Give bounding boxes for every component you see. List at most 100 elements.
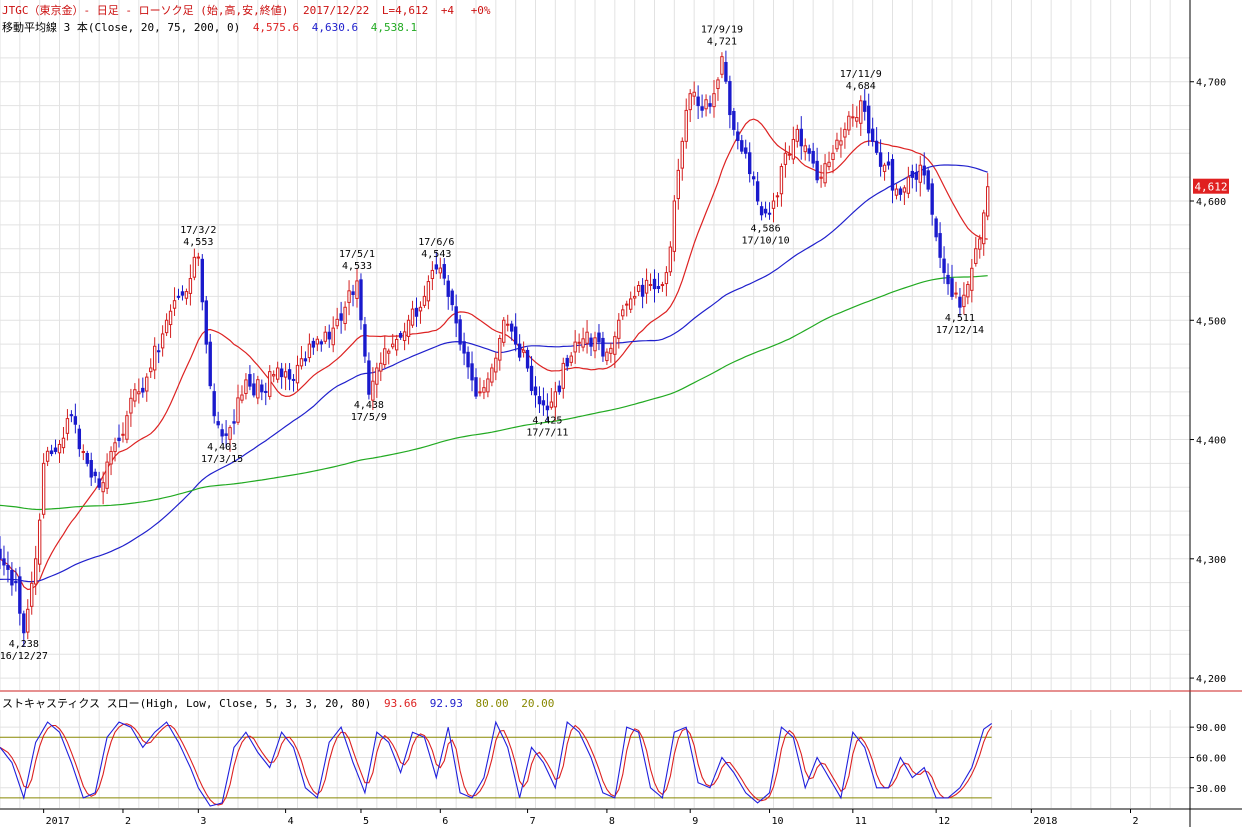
candle xyxy=(557,380,561,395)
candle xyxy=(359,273,363,330)
candle-body xyxy=(53,447,58,452)
candle xyxy=(744,139,748,159)
candle-body xyxy=(676,169,680,200)
candle xyxy=(779,163,784,207)
candle-body xyxy=(470,363,474,381)
price-annotation: 17/3/24,553 xyxy=(180,225,216,248)
candle xyxy=(414,297,419,327)
candle xyxy=(248,365,252,391)
candle xyxy=(494,352,498,381)
candle-body xyxy=(819,176,823,179)
ma20-line xyxy=(0,118,988,591)
price-annotation: 17/6/64,543 xyxy=(418,237,454,260)
candle xyxy=(878,139,883,177)
candle xyxy=(232,409,236,435)
candle xyxy=(656,273,661,294)
candle xyxy=(125,410,129,444)
candle xyxy=(986,173,990,221)
candle-body xyxy=(732,111,736,130)
annotation-text: 17/5/9 xyxy=(351,412,387,423)
candle-body xyxy=(355,280,359,299)
candle xyxy=(14,568,18,592)
candle xyxy=(815,147,819,184)
annotation-text: 4,511 xyxy=(945,313,975,324)
candle-body xyxy=(105,461,109,489)
candle-body xyxy=(529,365,534,391)
candle-body xyxy=(418,306,423,312)
candle-body xyxy=(299,358,304,367)
candle-body xyxy=(878,152,883,167)
candle-body xyxy=(220,429,224,437)
candle xyxy=(466,346,470,379)
candle-body xyxy=(394,338,399,351)
candle xyxy=(196,252,201,266)
candle xyxy=(220,423,224,444)
candle-body xyxy=(803,145,807,153)
candle xyxy=(970,258,974,303)
candle-body xyxy=(517,343,522,358)
annotation-text: 4,543 xyxy=(421,249,451,260)
candle-body xyxy=(192,256,197,278)
candle xyxy=(486,372,490,398)
x-tick-label: 2 xyxy=(125,816,131,827)
candle-body xyxy=(910,170,915,178)
candle xyxy=(355,269,359,308)
candle xyxy=(490,363,494,387)
candle xyxy=(819,164,823,188)
candle-body xyxy=(22,613,26,634)
candle-body xyxy=(557,385,561,393)
candle-body xyxy=(966,283,970,298)
candle-body xyxy=(391,343,395,348)
candle xyxy=(145,373,149,402)
candle-body xyxy=(410,308,415,326)
candle xyxy=(347,280,351,316)
candle-body xyxy=(359,279,363,321)
candle xyxy=(287,363,292,391)
header-line-2: 移動平均線 3 本(Close, 20, 75, 200, 0) 4,575.6… xyxy=(2,20,417,34)
candle-body xyxy=(85,453,89,464)
candle-body xyxy=(827,161,831,168)
candle-body xyxy=(14,581,18,584)
candle xyxy=(410,300,415,328)
candle-body xyxy=(684,109,688,142)
candle-body xyxy=(890,158,895,191)
candle-body xyxy=(799,128,803,147)
candle xyxy=(704,94,708,117)
candle-body xyxy=(561,362,565,389)
candle xyxy=(434,251,439,275)
candle xyxy=(938,222,942,269)
candle-body xyxy=(244,379,248,394)
candle-body xyxy=(549,401,554,408)
candle xyxy=(160,325,165,357)
candle xyxy=(256,375,260,405)
annotation-text: 17/6/6 xyxy=(418,237,454,248)
candle-body xyxy=(597,332,601,343)
stoch-d-line xyxy=(0,723,993,806)
candle-body xyxy=(216,421,220,426)
candle-body xyxy=(486,378,490,393)
candle xyxy=(613,331,617,368)
x-tick-label: 6 xyxy=(442,816,448,827)
candle xyxy=(521,341,526,358)
candle xyxy=(478,377,482,397)
candle-body xyxy=(264,390,268,393)
candle xyxy=(692,81,696,105)
candle xyxy=(966,281,970,305)
candle xyxy=(164,313,169,337)
candle xyxy=(462,332,466,366)
candle xyxy=(529,356,534,396)
candle xyxy=(387,348,391,365)
candle xyxy=(593,331,597,359)
candle-body xyxy=(450,290,454,306)
candle xyxy=(502,317,506,347)
candle-body xyxy=(811,150,815,164)
x-tick-label: 12 xyxy=(938,816,950,827)
candle-body xyxy=(311,340,316,348)
candle xyxy=(228,425,232,452)
candle-body xyxy=(851,116,855,119)
ma-label: 移動平均線 3 本(Close, 20, 75, 200, 0) xyxy=(2,20,240,34)
candle-body xyxy=(73,416,78,425)
candle-body xyxy=(10,569,14,586)
candle-body xyxy=(275,367,280,380)
